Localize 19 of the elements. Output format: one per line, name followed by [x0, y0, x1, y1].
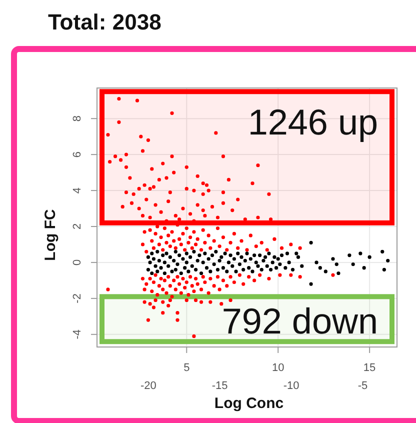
y-tick-label: -4 [72, 330, 84, 340]
band-label: 792 down [222, 300, 378, 342]
y-tick-label: 4 [72, 187, 84, 194]
x2-tick-label: -5 [358, 380, 368, 392]
y-tick-label: 8 [72, 116, 84, 122]
x2-tick-label: -20 [140, 380, 156, 392]
x-tick-label: 5 [184, 362, 190, 374]
x2-tick-label: -10 [283, 380, 300, 392]
x2-tick-label: -15 [212, 380, 228, 392]
x-tick-label: 10 [272, 362, 284, 374]
band-label: 1246 up [248, 102, 378, 143]
x-tick-label: 15 [363, 362, 376, 374]
x2-axis-title: Log Conc [214, 395, 284, 412]
y-tick-label: 2 [72, 223, 84, 230]
y-tick-label: 6 [72, 151, 84, 158]
y-tick-label: -2 [72, 294, 84, 304]
chart-title: Total: 2038 [48, 10, 162, 34]
y-tick-label: 0 [72, 259, 84, 266]
y-axis-title: Log FC [42, 209, 59, 261]
